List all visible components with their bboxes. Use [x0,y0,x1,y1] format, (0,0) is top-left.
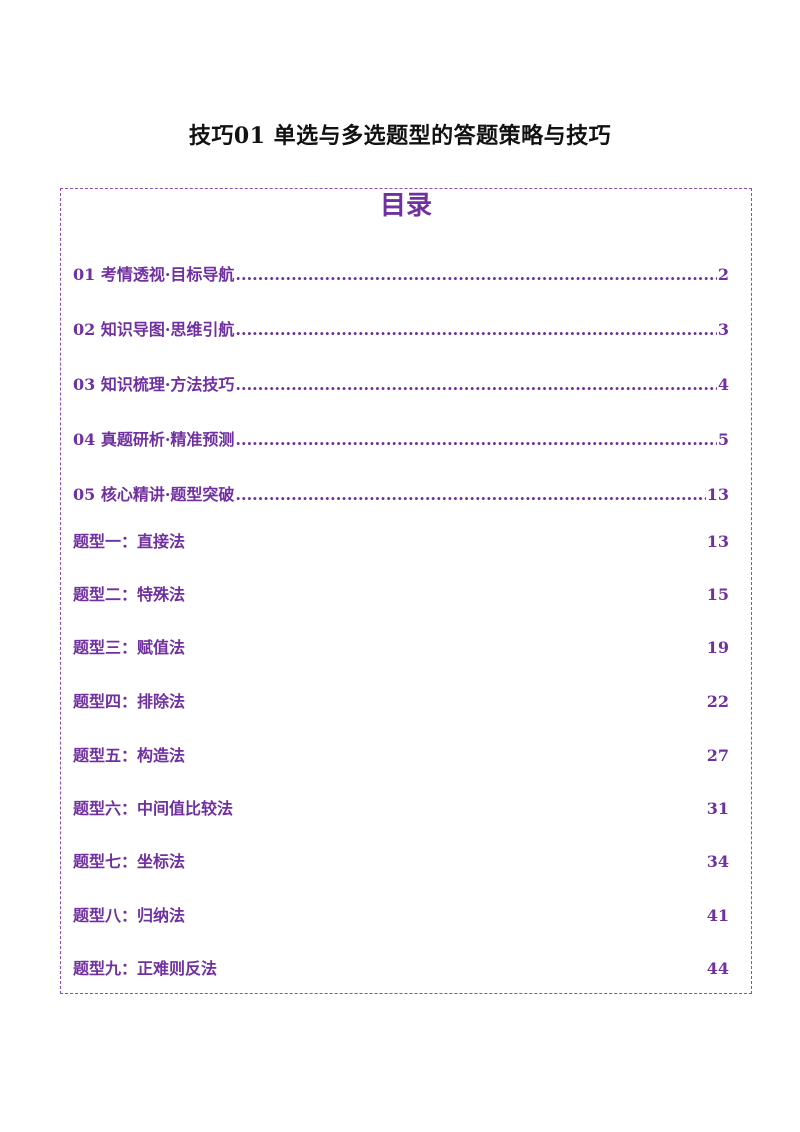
toc-entry-label: 题型七：坐标法 [73,852,186,871]
toc-entry-type-2[interactable]: 题型二：特殊法 15 [73,581,729,605]
toc-entry-page: 2 [717,265,729,284]
toc-entry-02[interactable]: 02 知识导图·思维引航 3 [73,316,729,340]
toc-entry-page: 3 [717,320,729,339]
toc-entry-label: 题型二：特殊法 [73,585,186,604]
toc-entry-label: 题型一：直接法 [73,532,186,551]
toc-entry-type-6[interactable]: 题型六：中间值比较法 31 [73,795,729,819]
document-title: 技巧01 单选与多选题型的答题策略与技巧 [188,123,612,149]
toc-entry-page: 15 [706,585,729,604]
toc-entry-type-4[interactable]: 题型四：排除法 22 [73,688,729,712]
toc-entry-03[interactable]: 03 知识梳理·方法技巧 4 [73,371,729,395]
toc-entry-04[interactable]: 04 真题研析·精准预测 5 [73,426,729,450]
toc-entry-type-1[interactable]: 题型一：直接法 13 [73,528,729,552]
toc-entry-type-7[interactable]: 题型七：坐标法 34 [73,848,729,872]
toc-entry-page: 19 [706,638,729,657]
toc-entry-page: 34 [706,852,729,871]
toc-entry-label: 题型八：归纳法 [73,906,186,925]
toc-entry-05[interactable]: 05 核心精讲·题型突破 13 [73,481,729,505]
toc-entry-page: 13 [706,485,729,504]
toc-entry-type-8[interactable]: 题型八：归纳法 41 [73,902,729,926]
toc-entry-type-5[interactable]: 题型五：构造法 27 [73,742,729,766]
table-of-contents: 目录 01 考情透视·目标导航 2 02 知识导图·思维引航 3 03 知识梳理… [60,188,752,994]
toc-entry-page: 4 [717,375,729,394]
toc-entry-label: 03 知识梳理·方法技巧 [73,375,235,394]
toc-entry-page: 27 [706,746,729,765]
toc-leader [235,375,716,394]
toc-entry-page: 5 [717,430,729,449]
toc-entry-label: 题型九：正难则反法 [73,959,218,978]
toc-entry-type-3[interactable]: 题型三：赋值法 19 [73,634,729,658]
toc-entry-label: 题型五：构造法 [73,746,186,765]
toc-entry-label: 题型三：赋值法 [73,638,186,657]
toc-entry-label: 05 核心精讲·题型突破 [73,485,235,504]
toc-heading: 目录 [379,191,432,221]
toc-entry-type-9[interactable]: 题型九：正难则反法 44 [73,955,729,979]
toc-entry-label: 02 知识导图·思维引航 [73,320,235,339]
toc-entry-page: 41 [706,906,729,925]
toc-entry-label: 04 真题研析·精准预测 [73,430,235,449]
toc-leader [235,430,716,449]
toc-entry-page: 22 [706,692,729,711]
toc-entry-page: 13 [706,532,729,551]
toc-entry-label: 题型六：中间值比较法 [73,799,234,818]
toc-entry-page: 44 [706,959,729,978]
toc-entry-01[interactable]: 01 考情透视·目标导航 2 [73,261,729,285]
toc-entry-label: 01 考情透视·目标导航 [73,265,235,284]
toc-leader [235,320,716,339]
toc-entry-page: 31 [706,799,729,818]
toc-entry-label: 题型四：排除法 [73,692,186,711]
toc-leader [235,265,716,284]
toc-leader [235,485,705,504]
